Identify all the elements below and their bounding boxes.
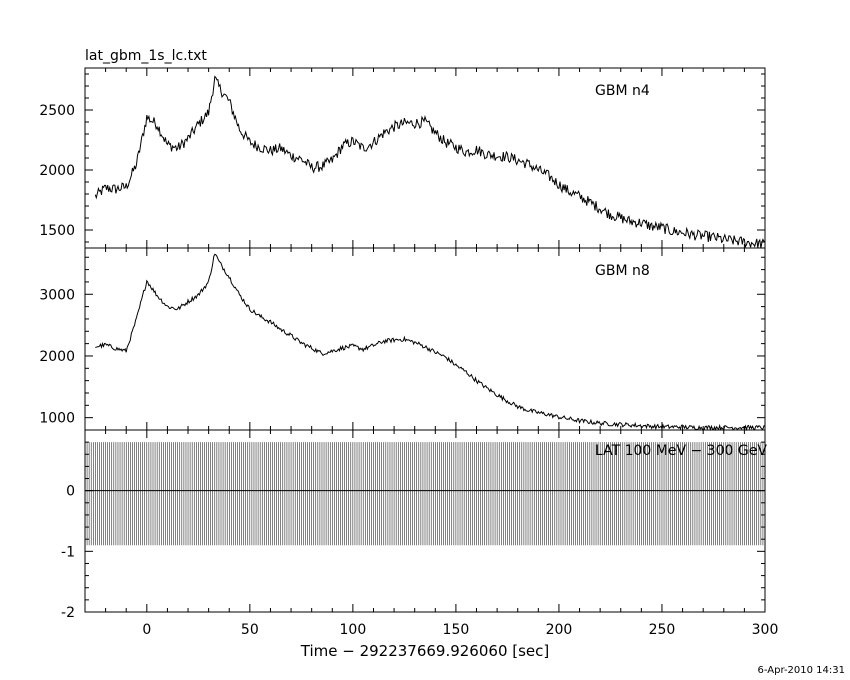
panel-2: 1000 2000 3000 GBM n8 — [39, 247, 766, 432]
y-tick-label: -1 — [61, 544, 75, 560]
x-tick-label: 150 — [443, 622, 470, 638]
x-axis-label: Time − 292237669.926060 [sec] — [300, 642, 550, 660]
x-tick-label: 50 — [241, 622, 259, 638]
x-tick-label: 250 — [649, 622, 676, 638]
panel-frame — [84, 67, 766, 249]
series-line — [94, 75, 765, 249]
x-tick-label: 100 — [340, 622, 367, 638]
y-tick-label: 2000 — [39, 163, 75, 179]
series-label: GBM n8 — [595, 263, 650, 279]
y-tick-label: 2000 — [39, 349, 75, 365]
y-tick-label: 2500 — [39, 103, 75, 119]
series-label: GBM n4 — [595, 83, 650, 99]
panel-frame — [84, 247, 766, 431]
footer-timestamp: 6-Apr-2010 14:31 — [758, 665, 845, 676]
series-line — [95, 253, 766, 432]
y-tick-label: 3000 — [39, 287, 75, 303]
series-label: LAT 100 MeV − 300 GeV — [595, 443, 767, 459]
file-title: lat_gbm_1s_lc.txt — [85, 48, 207, 64]
x-tick-label: 0 — [142, 622, 151, 638]
x-tick-label: 300 — [752, 622, 779, 638]
x-tick-label: 200 — [546, 622, 573, 638]
panel-1: 1500 2000 2500 GBM n4 — [39, 67, 766, 249]
y-tick-label: -2 — [61, 605, 75, 621]
y-tick-label: 1500 — [39, 223, 75, 239]
y-tick-label: 1000 — [39, 411, 75, 427]
panel-3: -2 -1 0 LAT 100 MeV − 300 GeV 0 50 100 150 200 25… — [61, 429, 779, 660]
y-tick-label: 0 — [66, 484, 75, 500]
